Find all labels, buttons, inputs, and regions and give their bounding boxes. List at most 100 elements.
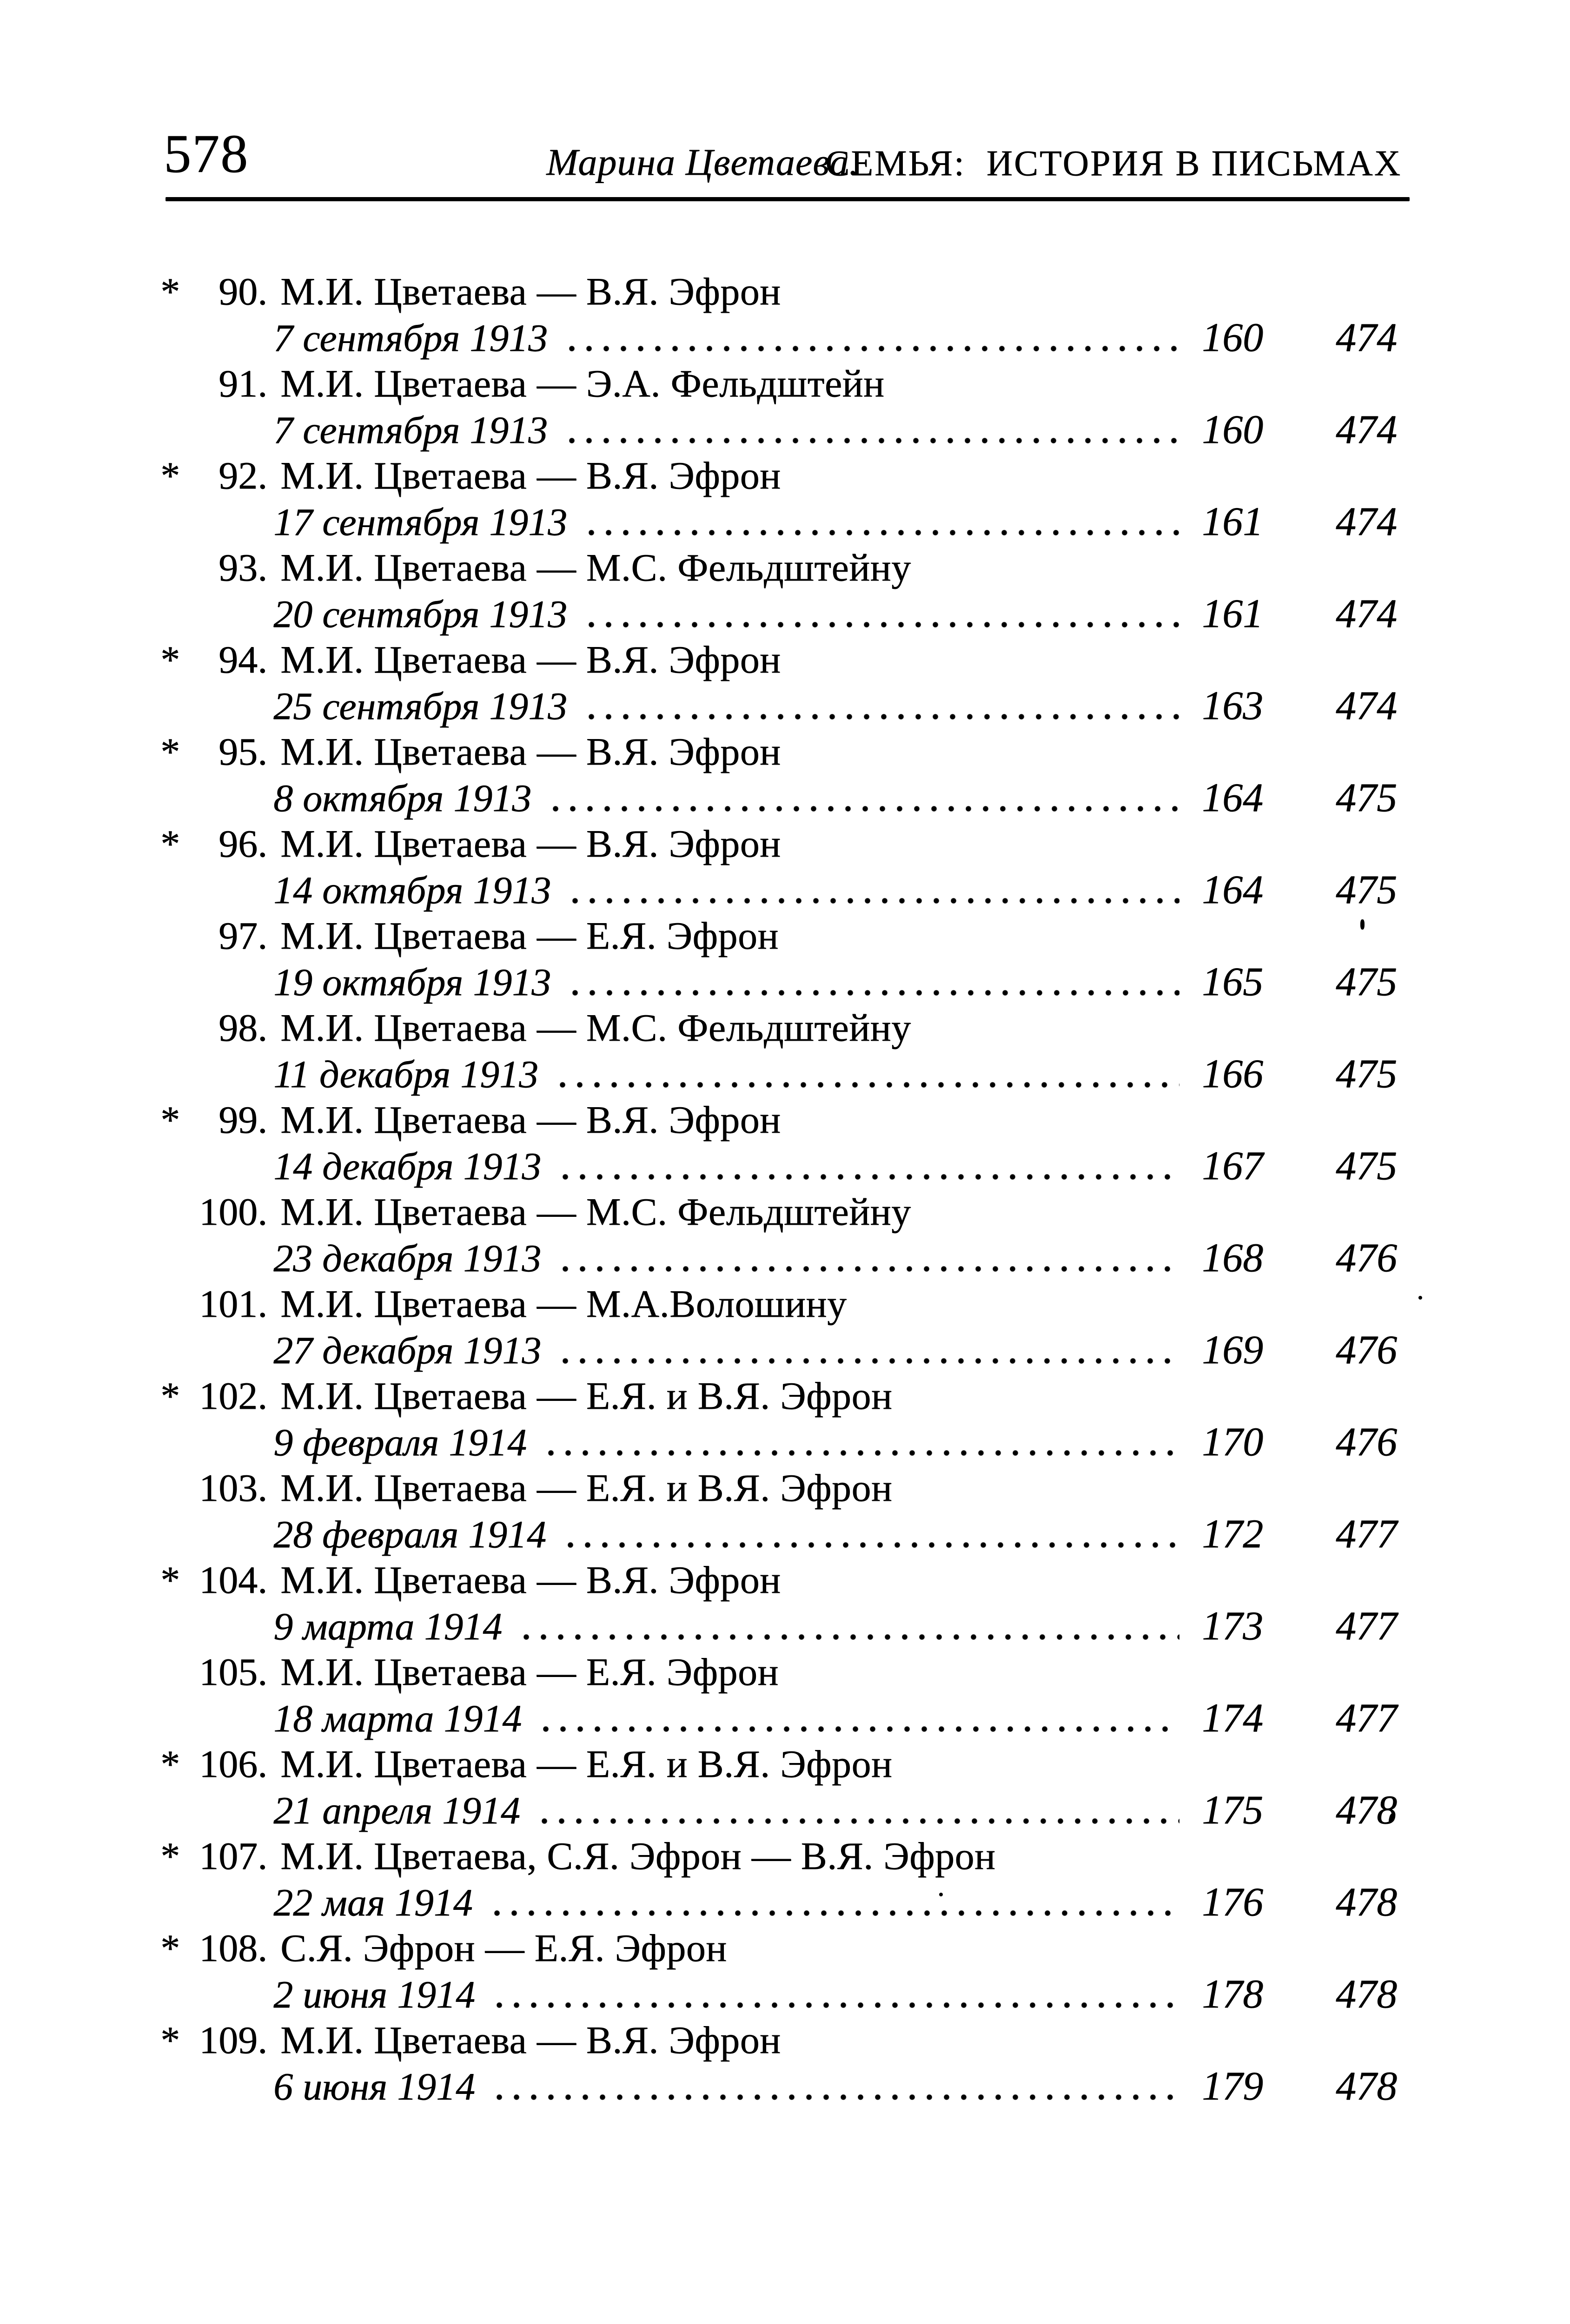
entry-title-line: 105. М.И. Цветаева — Е.Я. Эфрон bbox=[160, 1648, 1397, 1697]
entry-commentary-page: 475 bbox=[1336, 1051, 1397, 1096]
entry-title-line: * 104. М.И. Цветаева — В.Я. Эфрон bbox=[160, 1556, 1397, 1605]
toc-entry: 103. М.И. Цветаева — Е.Я. и В.Я. Эфрон 2… bbox=[0, 1464, 1570, 1556]
dot-leader bbox=[589, 713, 1179, 720]
entry-title: М.И. Цветаева — Е.Я. Эфрон bbox=[280, 914, 779, 957]
entry-page: 170 bbox=[1202, 1419, 1263, 1465]
dot-leader bbox=[523, 1633, 1179, 1640]
entry-title-line: 93. М.И. Цветаева — М.С. Фельдштейну bbox=[160, 543, 1397, 593]
entry-date: 6 июня 1914 bbox=[273, 2065, 475, 2108]
entry-date: 17 сентября 1913 bbox=[273, 501, 568, 544]
entry-title-line: 103. М.И. Цветаева — Е.Я. и В.Я. Эфрон bbox=[160, 1464, 1397, 1513]
entry-date-line: 22 мая 1914 176 478 bbox=[160, 1881, 1397, 1924]
dot-leader bbox=[563, 1357, 1179, 1364]
entry-page: 161 bbox=[1202, 499, 1263, 544]
toc-entry: * 90. М.И. Цветаева — В.Я. Эфрон 7 сентя… bbox=[0, 267, 1570, 360]
toc-entry: * 94. М.И. Цветаева — В.Я. Эфрон 25 сент… bbox=[0, 635, 1570, 728]
page-number: 578 bbox=[164, 123, 249, 184]
annotation-asterisk: * bbox=[160, 1927, 180, 1970]
entry-number: 90. bbox=[219, 270, 267, 313]
entry-title: М.И. Цветаева, С.Я. Эфрон — В.Я. Эфрон bbox=[280, 1835, 996, 1878]
entry-number: 99. bbox=[219, 1098, 267, 1142]
entry-title-line: 91. М.И. Цветаева — Э.А. Фельдштейн bbox=[160, 359, 1397, 409]
entry-number: 105. bbox=[199, 1651, 267, 1694]
toc-entry: 91. М.И. Цветаева — Э.А. Фельдштейн 7 се… bbox=[0, 359, 1570, 452]
entry-date: 2 июня 1914 bbox=[273, 1973, 475, 2016]
scan-speck bbox=[1418, 1296, 1422, 1300]
entry-number: 93. bbox=[219, 546, 267, 589]
entry-title-line: * 92. М.И. Цветаева — В.Я. Эфрон bbox=[160, 451, 1397, 501]
entry-date: 20 сентября 1913 bbox=[273, 593, 568, 636]
toc-entry: * 92. М.И. Цветаева — В.Я. Эфрон 17 сент… bbox=[0, 451, 1570, 544]
entry-title: М.И. Цветаева — В.Я. Эфрон bbox=[280, 730, 781, 773]
dot-leader bbox=[543, 1725, 1179, 1732]
entry-page: 176 bbox=[1202, 1880, 1263, 1925]
toc-entry: 100. М.И. Цветаева — М.С. Фельдштейну 23… bbox=[0, 1188, 1570, 1280]
entry-title-line: * 99. М.И. Цветаева — В.Я. Эфрон bbox=[160, 1096, 1397, 1145]
entry-commentary-page: 474 bbox=[1336, 591, 1397, 636]
entry-date-line: 9 марта 1914 173 477 bbox=[160, 1605, 1397, 1648]
scan-speck bbox=[939, 1893, 943, 1896]
dot-leader bbox=[589, 529, 1179, 536]
entry-commentary-page: 477 bbox=[1336, 1696, 1397, 1741]
entry-title-line: * 96. М.И. Цветаева — В.Я. Эфрон bbox=[160, 819, 1397, 869]
entry-date-line: 21 апреля 1914 175 478 bbox=[160, 1789, 1397, 1832]
dot-leader bbox=[559, 1081, 1179, 1088]
entry-page: 166 bbox=[1202, 1051, 1263, 1096]
toc-entry: * 99. М.И. Цветаева — В.Я. Эфрон 14 дека… bbox=[0, 1096, 1570, 1188]
entry-commentary-page: 474 bbox=[1336, 683, 1397, 728]
annotation-asterisk: * bbox=[160, 1374, 180, 1418]
entry-date-line: 2 июня 1914 178 478 bbox=[160, 1973, 1397, 2016]
entry-page: 178 bbox=[1202, 1972, 1263, 2017]
entry-date-line: 9 февраля 1914 170 476 bbox=[160, 1421, 1397, 1464]
annotation-asterisk: * bbox=[160, 2019, 180, 2062]
entry-commentary-page: 478 bbox=[1336, 1972, 1397, 2017]
entry-page: 164 bbox=[1202, 867, 1263, 912]
entry-date-line: 23 декабря 1913 168 476 bbox=[160, 1237, 1397, 1280]
entry-title: М.И. Цветаева — Э.А. Фельдштейн bbox=[280, 362, 885, 405]
entry-title-line: 97. М.И. Цветаева — Е.Я. Эфрон bbox=[160, 911, 1397, 961]
entry-date: 19 октября 1913 bbox=[273, 961, 551, 1004]
running-title-book: СЕМЬЯ: ИСТОРИЯ В ПИСЬМАХ bbox=[825, 143, 1402, 183]
toc-list: * 90. М.И. Цветаева — В.Я. Эфрон 7 сентя… bbox=[0, 267, 1570, 2108]
entry-number: 107. bbox=[199, 1835, 267, 1878]
entry-page: 167 bbox=[1202, 1143, 1263, 1188]
entry-commentary-page: 475 bbox=[1336, 959, 1397, 1004]
dot-leader bbox=[553, 805, 1179, 812]
entry-title: М.И. Цветаева — В.Я. Эфрон bbox=[280, 822, 781, 865]
entry-number: 101. bbox=[199, 1282, 267, 1326]
entry-title: М.И. Цветаева — М.С. Фельдштейну bbox=[280, 1190, 911, 1234]
entry-number: 100. bbox=[199, 1190, 267, 1234]
entry-date: 14 декабря 1913 bbox=[273, 1145, 542, 1188]
annotation-asterisk: * bbox=[160, 1743, 180, 1786]
entry-date: 9 марта 1914 bbox=[273, 1605, 503, 1648]
dot-leader bbox=[572, 897, 1179, 904]
entry-commentary-page: 478 bbox=[1336, 1788, 1397, 1833]
dot-leader bbox=[563, 1173, 1179, 1180]
toc-entry: 93. М.И. Цветаева — М.С. Фельдштейну 20 … bbox=[0, 543, 1570, 636]
entry-date: 7 сентября 1913 bbox=[273, 409, 548, 452]
entry-title-line: * 108. С.Я. Эфрон — Е.Я. Эфрон bbox=[160, 1924, 1397, 1973]
entry-page: 161 bbox=[1202, 591, 1263, 636]
entry-title-line: * 94. М.И. Цветаева — В.Я. Эфрон bbox=[160, 635, 1397, 685]
toc-entry: * 102. М.И. Цветаева — Е.Я. и В.Я. Эфрон… bbox=[0, 1372, 1570, 1464]
dot-leader bbox=[496, 2001, 1179, 2008]
entry-title: М.И. Цветаева — М.А.Волошину bbox=[280, 1282, 847, 1326]
entry-title-line: 101. М.И. Цветаева — М.А.Волошину bbox=[160, 1280, 1397, 1329]
entry-date: 27 декабря 1913 bbox=[273, 1329, 542, 1372]
dot-leader bbox=[569, 345, 1179, 352]
entry-title: М.И. Цветаева — В.Я. Эфрон bbox=[280, 270, 781, 313]
entry-page: 179 bbox=[1202, 2064, 1263, 2109]
entry-number: 92. bbox=[219, 454, 267, 497]
annotation-asterisk: * bbox=[160, 822, 180, 865]
entry-date-line: 27 декабря 1913 169 476 bbox=[160, 1329, 1397, 1372]
annotation-asterisk: * bbox=[160, 1098, 180, 1142]
entry-date-line: 19 октября 1913 165 475 bbox=[160, 961, 1397, 1004]
entry-date: 21 апреля 1914 bbox=[273, 1789, 520, 1832]
entry-title-line: * 90. М.И. Цветаева — В.Я. Эфрон bbox=[160, 267, 1397, 317]
annotation-asterisk: * bbox=[160, 730, 180, 773]
toc-entry: 105. М.И. Цветаева — Е.Я. Эфрон 18 марта… bbox=[0, 1648, 1570, 1740]
entry-commentary-page: 477 bbox=[1336, 1604, 1397, 1649]
entry-title: М.И. Цветаева — В.Я. Эфрон bbox=[280, 1098, 781, 1142]
entry-date-line: 11 декабря 1913 166 475 bbox=[160, 1053, 1397, 1096]
